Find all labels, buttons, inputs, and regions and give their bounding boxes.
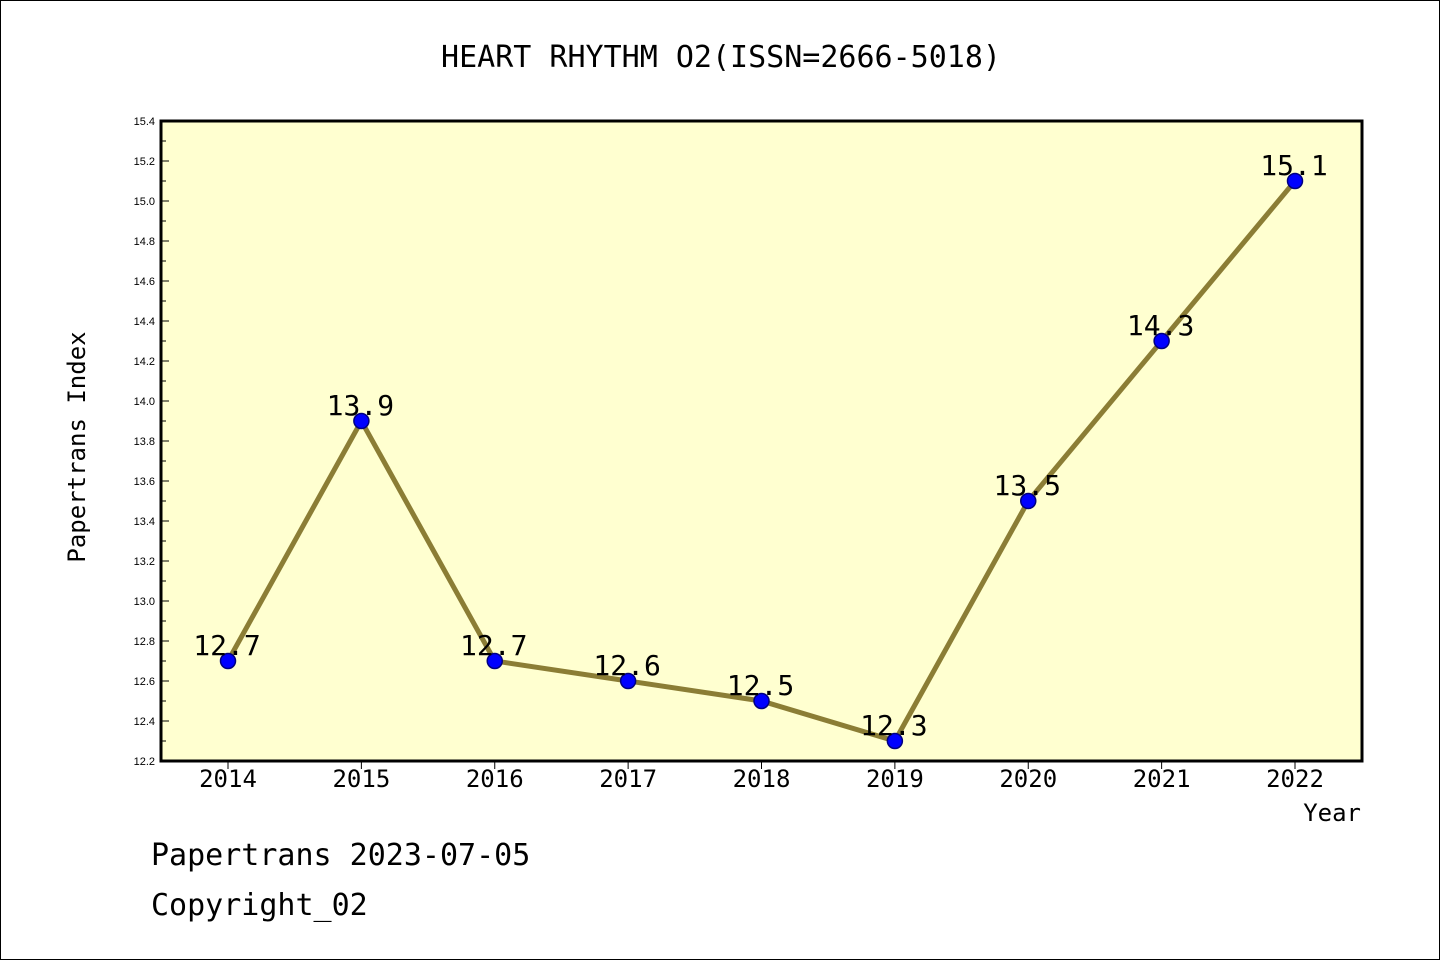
data-point [1286, 172, 1304, 190]
data-label: 12.7 [460, 629, 527, 662]
x-tick-label: 2022 [1266, 765, 1324, 793]
x-tick-label: 2015 [332, 765, 390, 793]
x-tick-label: 2020 [999, 765, 1057, 793]
data-label: 12.5 [727, 669, 794, 702]
data-label: 15.1 [1260, 149, 1327, 182]
data-labels-layer: 12.7 13.9 12.7 12.6 12.5 12.3 13.5 14.3 15.1 [193, 149, 1327, 742]
y-tick-label: 13.2 [134, 556, 155, 568]
series-layer [219, 172, 1304, 750]
y-tick-label: 12.4 [134, 716, 155, 728]
chart-title: HEART RHYTHM O2(ISSN=2666-5018) [441, 40, 1001, 75]
y-tick-label: 12.2 [134, 756, 155, 768]
y-tick-label: 15.2 [134, 156, 155, 168]
footer-date: Papertrans 2023-07-05 [151, 838, 530, 873]
data-point [886, 732, 904, 750]
data-label: 13.9 [327, 389, 394, 422]
data-point [353, 412, 370, 430]
plot-area [161, 121, 1362, 761]
x-tick-label: 2018 [733, 765, 791, 793]
y-axis: 12.2 12.4 12.6 12.8 13.0 13.2 13.4 13.6 13.8 14.0… [134, 116, 169, 768]
x-tick-label: 2014 [199, 765, 257, 793]
x-tick-label: 2017 [599, 765, 657, 793]
data-point [486, 652, 503, 670]
plot-border [159, 119, 1364, 763]
y-tick-label: 12.6 [134, 676, 155, 688]
footer-copyright: Copyright_02 [151, 888, 368, 923]
y-tick-label: 13.6 [134, 476, 155, 488]
y-tick-label: 14.6 [134, 276, 155, 288]
x-tick-label: 2016 [466, 765, 524, 793]
data-point [619, 672, 637, 690]
data-label: 12.6 [593, 649, 660, 682]
data-label: 14.3 [1127, 309, 1194, 342]
data-point [753, 692, 770, 710]
y-tick-label: 15.4 [134, 116, 155, 128]
y-tick-label: 14.4 [134, 316, 155, 328]
x-tick-label: 2021 [1133, 765, 1191, 793]
y-axis-title: Papertrans Index [63, 331, 91, 562]
y-tick-label: 14.0 [134, 396, 155, 408]
y-tick-label: 12.8 [134, 636, 155, 648]
data-point [219, 652, 237, 670]
x-axis-title: Year [1303, 799, 1361, 827]
y-tick-label: 13.0 [134, 596, 155, 608]
data-point [1020, 492, 1037, 510]
y-tick-label: 14.8 [134, 236, 155, 248]
data-label: 13.5 [994, 469, 1061, 502]
data-point [1153, 332, 1170, 350]
data-label: 12.7 [193, 629, 260, 662]
data-label: 12.3 [860, 709, 927, 742]
y-tick-label: 15.0 [134, 196, 155, 208]
y-tick-label: 13.8 [134, 436, 155, 448]
x-tick-label: 2019 [866, 765, 924, 793]
y-tick-label: 14.2 [134, 356, 155, 368]
x-axis: 2014 2015 2016 2017 2018 2019 2020 2021 2022 [199, 761, 1324, 793]
y-tick-label: 13.4 [134, 516, 155, 528]
